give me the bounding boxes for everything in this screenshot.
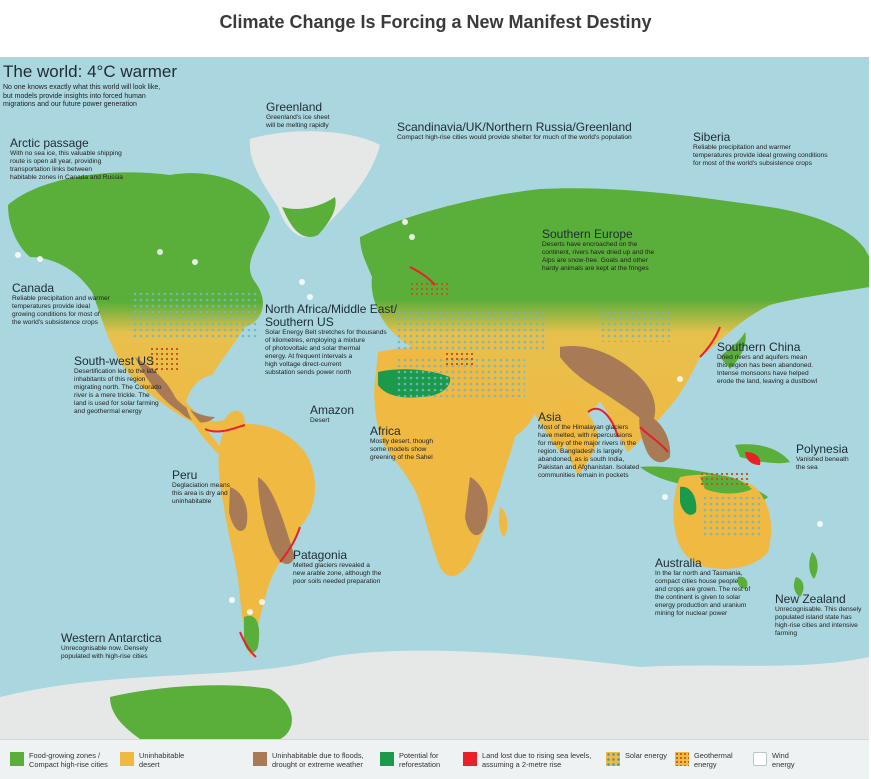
legend-swatch [120, 752, 134, 766]
legend-label: Potential for reforestation [399, 751, 441, 769]
region-desc: Dried rivers and aquifers mean this regi… [717, 354, 818, 385]
region-name: Peru [172, 468, 198, 482]
region-name: Arctic passage [10, 136, 89, 150]
region-desc: Desert [310, 417, 330, 424]
region-arctic: Arctic passage With no sea ice, this val… [10, 137, 123, 182]
region-new-zealand: New Zealand Unrecognisable. This densely… [775, 593, 861, 638]
world-map: The world: 4°C warmer No one knows exact… [0, 57, 869, 739]
region-siberia: Siberia Reliable precipitation and warme… [693, 131, 828, 168]
region-name: Siberia [693, 130, 731, 144]
region-polynesia: Polynesia Vanished beneath the sea [796, 443, 849, 472]
region-desc: Desertification led to the last inhabita… [74, 368, 162, 415]
region-name: Scandinavia/UK/Northern Russia/Greenland [397, 120, 632, 134]
region-name: Southern Europe [542, 227, 633, 241]
region-name: Patagonia [293, 548, 348, 562]
solar-energy-icon [606, 752, 620, 766]
legend-swatch [380, 752, 394, 766]
region-greenland: Greenland Greenland's ice sheet will be … [266, 101, 330, 130]
legend-swatch [253, 752, 267, 766]
region-desc: Compact high-rise cities would provide s… [397, 134, 632, 141]
australia-reforestation [680, 486, 697, 515]
region-name: New Zealand [775, 592, 846, 606]
region-australia: Australia In the far north and Tasmania,… [655, 557, 750, 618]
greenland-land [249, 131, 380, 238]
region-name: Western Antarctica [61, 631, 162, 645]
wind-energy-icon [753, 752, 767, 766]
legend-label: Uninhabitable due to floods, drought or … [272, 751, 364, 769]
region-southern-china: Southern China Dried rivers and aquifers… [717, 341, 817, 386]
map-heading: The world: 4°C warmer [3, 62, 178, 81]
region-name: Australia [655, 556, 702, 570]
region-desc: Unrecognisable now. Densely populated wi… [61, 645, 148, 660]
region-peru: Peru Deglaciation means this area is dry… [172, 469, 230, 506]
region-name: Canada [12, 281, 55, 295]
region-desc: Deserts have encroached on the continent… [542, 241, 655, 272]
region-name: South-west US [74, 354, 155, 368]
region-scandinavia: Scandinavia/UK/Northern Russia/Greenland… [397, 121, 632, 142]
region-desc: Unrecognisable. This densely populated i… [775, 606, 862, 637]
region-desc: Reliable precipitation and warmer temper… [12, 295, 110, 326]
region-asia: Asia Most of the Himalayan glaciers have… [538, 411, 639, 480]
region-name: Amazon [310, 403, 355, 417]
region-name: Asia [538, 410, 562, 424]
legend-label: Solar energy [625, 751, 667, 760]
region-desc: In the far north and Tasmania, compact c… [655, 570, 751, 617]
map-legend: Food-growing zones / Compact high-rise c… [0, 739, 869, 779]
legend-label: Wind energy [772, 751, 795, 769]
page-title: Climate Change Is Forcing a New Manifest… [219, 12, 652, 32]
region-africa: Africa Mostly desert, though some models… [370, 425, 433, 462]
legend-label: Uninhabitable desert [139, 751, 185, 769]
legend-label: Food-growing zones / Compact high-rise c… [29, 751, 108, 769]
region-desc: Deglaciation means this area is dry and … [172, 482, 230, 505]
region-desc: Solar Energy Belt stretches for thousand… [265, 329, 387, 376]
wind-markers [15, 219, 823, 615]
region-desc: Most of the Himalayan glaciers have melt… [538, 424, 640, 479]
map-graphic [0, 131, 869, 739]
legend-swatch [463, 752, 477, 766]
region-desc: Vanished beneath the sea [796, 456, 849, 471]
region-desc: Melted glaciers revealed a new arable zo… [293, 562, 382, 585]
region-desc: Mostly desert, though some models show g… [370, 438, 434, 461]
south-america-land [218, 424, 316, 657]
region-amazon: Amazon Desert [310, 404, 354, 425]
region-antarctica: Western Antarctica Unrecognisable now. D… [61, 632, 162, 661]
region-desc: Greenland's ice sheet will be melting ra… [266, 114, 330, 129]
region-southwest-us: South-west US Desertification led to the… [74, 355, 161, 416]
region-north-africa: North Africa/Middle East/ Southern US So… [265, 303, 397, 377]
legend-label: Geothermal energy [694, 751, 733, 769]
western-antarctica-green [110, 685, 292, 739]
region-name: Polynesia [796, 442, 849, 456]
legend-label: Land lost due to rising sea levels, assu… [482, 751, 592, 769]
sea-level-coastlines [204, 266, 721, 658]
region-patagonia: Patagonia Melted glaciers revealed a new… [293, 549, 381, 586]
region-name: North Africa/Middle East/ Southern US [265, 302, 398, 329]
region-desc: Reliable precipitation and warmer temper… [693, 144, 828, 167]
map-intro: No one knows exactly what this world wil… [3, 84, 161, 108]
region-desc: With no sea ice, this valuable shipping … [10, 150, 123, 181]
region-southern-europe: Southern Europe Deserts have encroached … [542, 228, 654, 273]
region-name: Greenland [266, 100, 323, 114]
legend-swatch [10, 752, 24, 766]
region-name: Southern China [717, 340, 801, 354]
geothermal-energy-icon [675, 752, 689, 766]
region-name: Africa [370, 424, 401, 438]
region-canada: Canada Reliable precipitation and warmer… [12, 282, 110, 327]
